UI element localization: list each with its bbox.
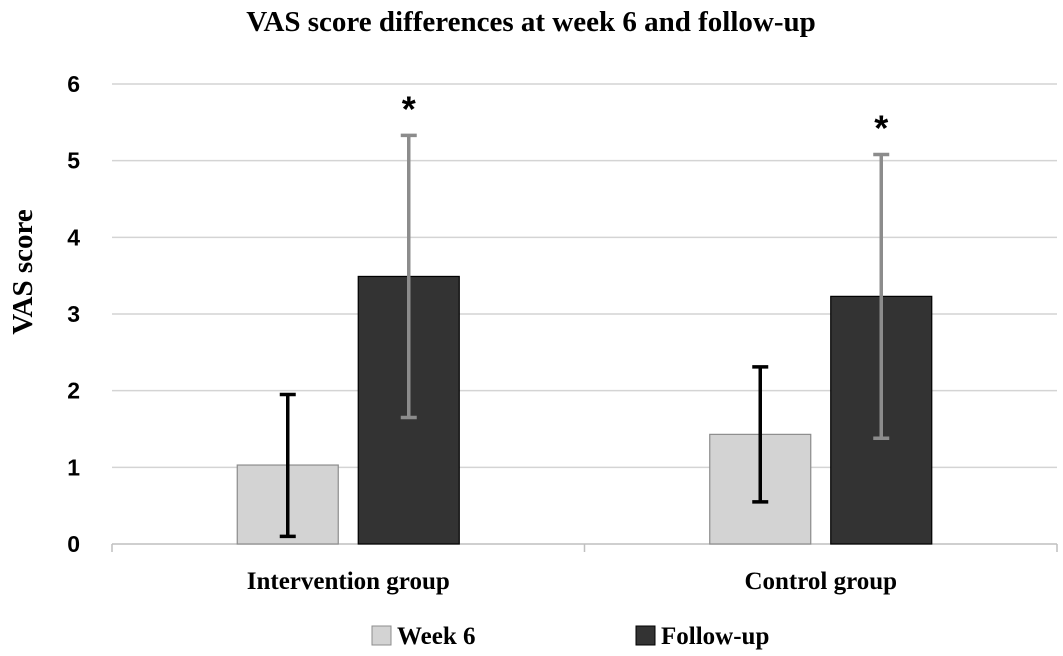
bars	[236, 275, 933, 545]
legend: Week 6 Follow-up	[371, 623, 769, 650]
x-tick-label: Control group	[744, 568, 897, 595]
error-bar	[873, 152, 890, 440]
y-tick-label: 5	[67, 148, 80, 174]
significance-asterisk: *	[402, 88, 416, 129]
legend-item-week6: Week 6	[371, 623, 475, 650]
y-tick-label: 6	[67, 71, 80, 97]
legend-swatch	[371, 625, 392, 646]
y-tick-label: 0	[67, 531, 80, 557]
legend-label: Follow-up	[661, 623, 769, 650]
y-tick-label: 3	[67, 301, 80, 327]
error-bar	[752, 365, 769, 504]
category-labels: Intervention group Control group	[247, 568, 897, 595]
y-tick-label: 1	[67, 454, 80, 480]
y-tick-label: 4	[67, 224, 80, 250]
chart-title: VAS score differences at week 6 and foll…	[246, 6, 816, 38]
x-tick-label: Intervention group	[247, 568, 450, 595]
x-axis	[111, 543, 1058, 552]
error-bar	[400, 133, 417, 420]
legend-swatch	[635, 625, 656, 646]
error-bars	[279, 133, 890, 539]
y-axis-label: VAS score	[7, 209, 39, 335]
legend-label: Week 6	[397, 623, 475, 650]
error-bar	[279, 392, 296, 539]
y-tick-label: 2	[67, 378, 80, 404]
significance-markers: * *	[402, 88, 889, 148]
significance-asterisk: *	[874, 108, 888, 149]
y-axis-ticks: 0 1 2 3 4 5 6	[67, 71, 80, 557]
legend-item-followup: Follow-up	[635, 623, 769, 650]
